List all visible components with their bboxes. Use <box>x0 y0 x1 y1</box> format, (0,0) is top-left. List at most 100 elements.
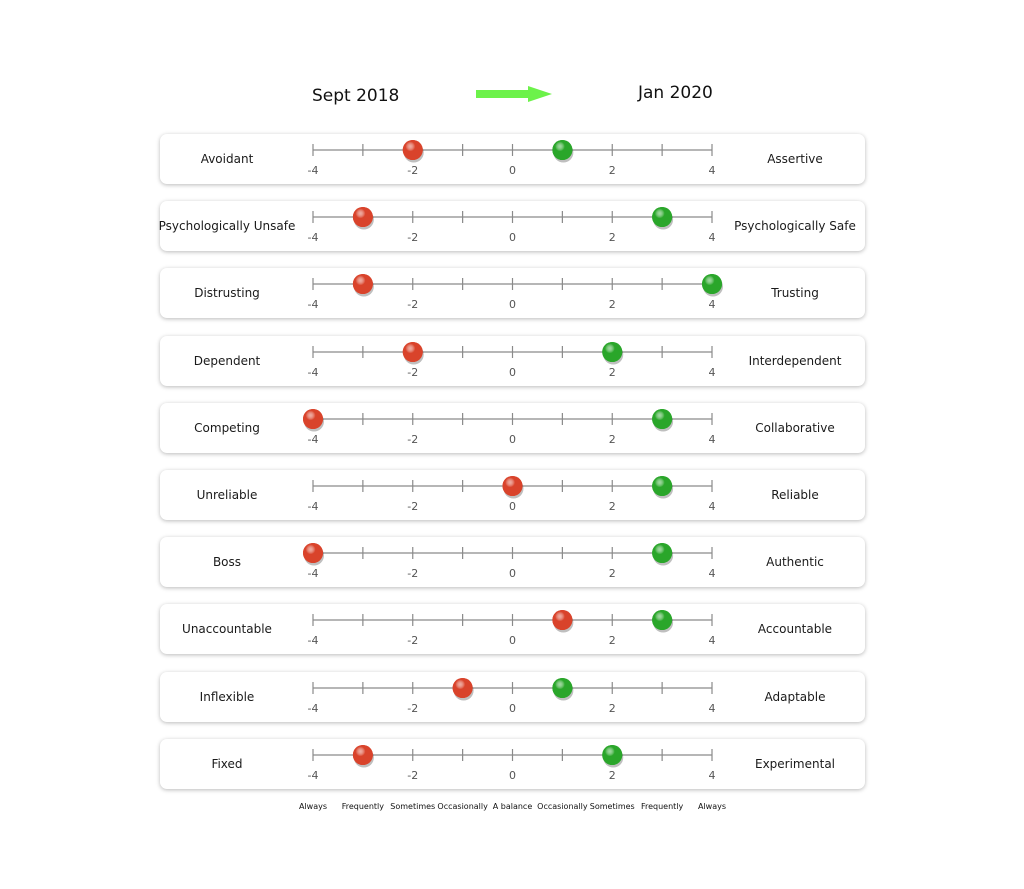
tick-label: -2 <box>407 433 418 446</box>
after-marker <box>652 207 674 230</box>
tick-label: 2 <box>609 634 616 647</box>
left-pole-label: Avoidant <box>200 152 254 166</box>
tick-label: -2 <box>407 500 418 513</box>
rating-row-card: Fixed Experimental -4 -2 0 2 4 <box>160 738 865 789</box>
tick-label: -4 <box>308 500 319 513</box>
right-pole-label: Adaptable <box>764 689 826 704</box>
rating-scale: -4 -2 0 2 4 <box>308 476 716 513</box>
right-pole-label: Reliable <box>771 488 819 502</box>
right-pole-label: Accountable <box>757 622 833 637</box>
after-marker <box>702 274 723 297</box>
tick-label: 2 <box>609 433 616 446</box>
start-date-label: Sept 2018 <box>312 86 400 106</box>
right-pole-label: Collaborative <box>755 420 835 435</box>
right-pole-label: Assertive <box>767 152 823 166</box>
tick-label: 2 <box>609 769 616 782</box>
tick-label: -4 <box>308 567 319 580</box>
tick-label: 2 <box>609 702 616 715</box>
tick-label: -4 <box>308 298 319 311</box>
right-pole-label: Interdependent <box>748 353 842 368</box>
rating-row-card: Distrusting Trusting -4 -2 0 2 4 <box>160 268 865 319</box>
tick-label: -4 <box>308 231 319 244</box>
frequency-label: Always <box>298 802 328 811</box>
rating-scale: -4 -2 0 2 4 <box>308 341 716 379</box>
rating-scale: -4 -2 0 2 4 <box>308 140 716 177</box>
tick-label: -2 <box>407 769 418 782</box>
before-marker <box>303 408 324 432</box>
tick-label: -4 <box>308 366 319 379</box>
tick-label: -4 <box>308 164 319 177</box>
rating-scale: -4 -2 0 2 4 <box>308 274 723 311</box>
tick-label: 2 <box>609 164 616 177</box>
before-marker <box>552 610 574 633</box>
after-marker <box>602 744 624 768</box>
frequency-label: Always <box>697 802 727 811</box>
after-marker <box>652 476 674 499</box>
tick-label: -2 <box>407 366 418 379</box>
rating-row-card: Psychologically Unsafe Psychologically Sa… <box>159 201 865 252</box>
frequency-label: Sometimes <box>589 802 635 811</box>
rating-row-card: Boss Authentic -4 -2 0 2 4 <box>160 537 865 588</box>
left-pole-label: Dependent <box>193 353 261 368</box>
tick-label: 0 <box>509 231 516 244</box>
rating-row-card: Competing Collaborative -4 -2 0 2 4 <box>160 402 865 453</box>
before-marker <box>402 341 424 365</box>
tick-label: 2 <box>609 567 616 580</box>
before-marker <box>402 140 424 163</box>
left-pole-label: Inflexible <box>199 689 255 704</box>
left-pole-label: Unreliable <box>196 488 258 502</box>
tick-label: 4 <box>709 433 716 446</box>
tick-label: -2 <box>407 231 418 244</box>
after-marker <box>652 543 674 566</box>
tick-label: 4 <box>709 366 716 379</box>
tick-label: 2 <box>609 231 616 244</box>
frequency-label: Frequently <box>640 802 684 811</box>
right-pole-label: Experimental <box>754 756 836 771</box>
rating-scale: -4 -2 0 2 4 <box>303 543 716 580</box>
rating-row-card: Dependent Interdependent -4 -2 0 2 4 <box>160 335 865 386</box>
frequency-label: A balance <box>492 802 533 811</box>
frequency-label: Sometimes <box>390 802 436 811</box>
after-marker <box>602 341 624 365</box>
rating-row-card: Unreliable Reliable -4 -2 0 2 4 <box>160 470 865 520</box>
end-date-label: Jan 2020 <box>638 83 713 103</box>
left-pole-label: Competing <box>194 420 260 435</box>
tick-label: 4 <box>709 702 716 715</box>
tick-label: -4 <box>308 433 319 446</box>
tick-label: 0 <box>509 298 516 311</box>
frequency-label: Occasionally <box>537 802 588 811</box>
tick-label: -2 <box>407 567 418 580</box>
tick-label: 2 <box>609 500 616 513</box>
rating-row-card: Inflexible Adaptable -4 -2 0 2 4 <box>160 671 865 722</box>
rating-row-card: Unaccountable Accountable -4 -2 0 2 4 <box>160 604 865 655</box>
tick-label: 2 <box>609 366 616 379</box>
tick-label: 0 <box>509 567 516 580</box>
right-pole-label: Authentic <box>766 555 824 570</box>
right-pole-label: Trusting <box>771 286 819 301</box>
tick-label: 0 <box>509 769 516 782</box>
before-marker <box>452 677 474 701</box>
left-pole-label: Unaccountable <box>182 622 272 637</box>
after-marker <box>552 677 574 701</box>
rating-scale: -4 -2 0 2 4 <box>308 207 716 244</box>
frequency-scale: Always Frequently Sometimes Occasionally A b… <box>0 802 1024 814</box>
tick-label: 0 <box>509 634 516 647</box>
tick-label: 4 <box>709 164 716 177</box>
tick-label: 4 <box>709 298 716 311</box>
rating-scale: -4 -2 0 2 4 <box>308 744 716 782</box>
frequency-label: Occasionally <box>437 802 488 811</box>
before-marker <box>352 274 374 297</box>
tick-label: 4 <box>709 231 716 244</box>
rating-scale: -4 -2 0 2 4 <box>308 677 716 715</box>
tick-label: 0 <box>509 433 516 446</box>
left-pole-label: Fixed <box>211 756 243 771</box>
before-marker <box>352 744 374 768</box>
after-marker <box>652 610 674 633</box>
after-marker <box>552 140 574 163</box>
tick-label: 4 <box>709 567 716 580</box>
tick-label: -4 <box>308 634 319 647</box>
before-marker <box>502 476 524 499</box>
tick-label: 4 <box>709 500 716 513</box>
tick-label: -2 <box>407 702 418 715</box>
tick-label: 0 <box>509 500 516 513</box>
